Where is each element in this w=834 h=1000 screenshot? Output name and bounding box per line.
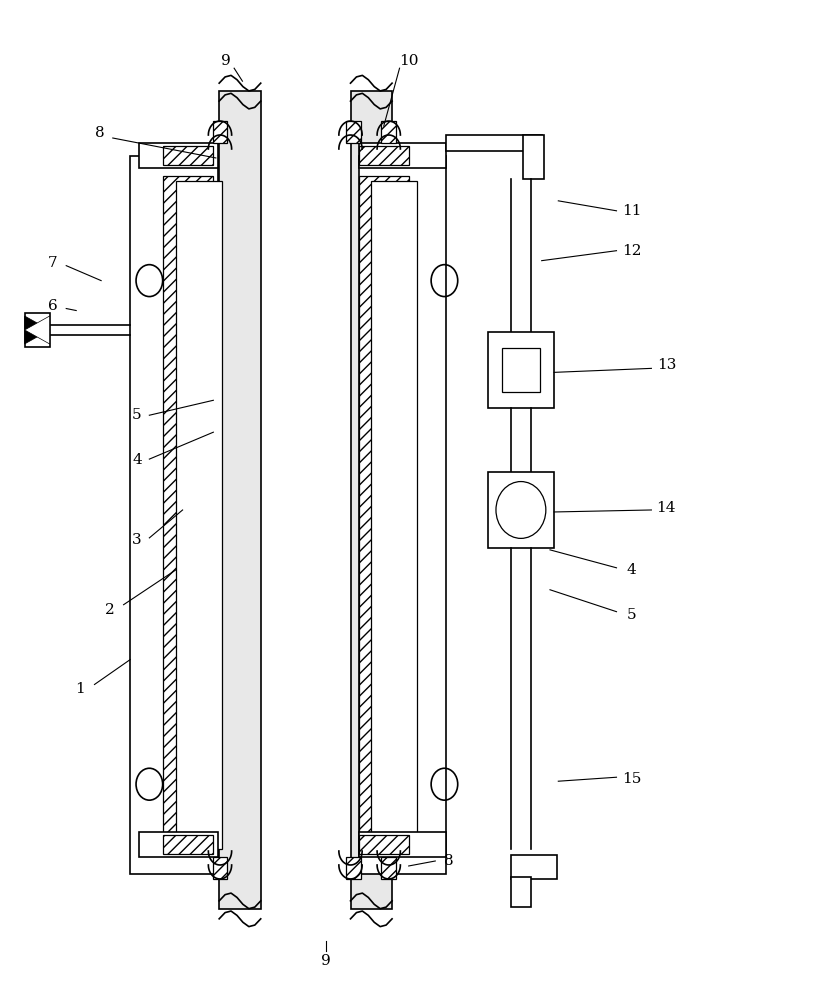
Text: 7: 7	[48, 256, 58, 270]
Text: 8: 8	[95, 126, 104, 140]
FancyBboxPatch shape	[359, 835, 409, 854]
Text: 12: 12	[621, 244, 641, 258]
Text: 14: 14	[656, 501, 676, 515]
FancyBboxPatch shape	[346, 857, 361, 879]
Text: 5: 5	[132, 408, 142, 422]
Text: 11: 11	[621, 204, 641, 218]
Text: 9: 9	[321, 954, 330, 968]
FancyBboxPatch shape	[346, 121, 361, 143]
FancyBboxPatch shape	[371, 181, 417, 849]
Text: 9: 9	[221, 54, 231, 68]
FancyBboxPatch shape	[359, 832, 446, 857]
FancyBboxPatch shape	[219, 91, 261, 909]
FancyBboxPatch shape	[163, 835, 214, 854]
Text: 5: 5	[626, 608, 636, 622]
Text: 6: 6	[48, 299, 58, 313]
FancyBboxPatch shape	[511, 877, 531, 907]
FancyBboxPatch shape	[359, 156, 446, 874]
FancyBboxPatch shape	[381, 121, 396, 143]
Text: 8: 8	[444, 854, 454, 868]
Text: 10: 10	[399, 54, 419, 68]
Text: 15: 15	[622, 772, 641, 786]
FancyBboxPatch shape	[511, 855, 556, 879]
Text: 1: 1	[76, 682, 85, 696]
FancyBboxPatch shape	[350, 91, 392, 909]
FancyBboxPatch shape	[524, 135, 544, 179]
FancyBboxPatch shape	[381, 857, 396, 879]
Text: 4: 4	[626, 563, 636, 577]
FancyBboxPatch shape	[488, 472, 554, 548]
FancyBboxPatch shape	[359, 143, 446, 168]
FancyBboxPatch shape	[25, 313, 49, 347]
FancyBboxPatch shape	[501, 348, 540, 392]
FancyBboxPatch shape	[446, 135, 542, 151]
FancyBboxPatch shape	[163, 176, 214, 854]
FancyBboxPatch shape	[138, 832, 218, 857]
FancyBboxPatch shape	[138, 143, 218, 168]
FancyBboxPatch shape	[130, 156, 218, 874]
FancyBboxPatch shape	[488, 332, 554, 408]
Text: 4: 4	[132, 453, 142, 467]
Text: 2: 2	[104, 603, 114, 617]
FancyBboxPatch shape	[176, 181, 222, 849]
FancyBboxPatch shape	[213, 857, 228, 879]
Polygon shape	[25, 316, 49, 344]
Text: 13: 13	[656, 358, 676, 372]
FancyBboxPatch shape	[213, 121, 228, 143]
FancyBboxPatch shape	[359, 176, 409, 854]
Text: 3: 3	[132, 533, 142, 547]
FancyBboxPatch shape	[359, 146, 409, 165]
Polygon shape	[25, 316, 49, 344]
FancyBboxPatch shape	[163, 146, 214, 165]
